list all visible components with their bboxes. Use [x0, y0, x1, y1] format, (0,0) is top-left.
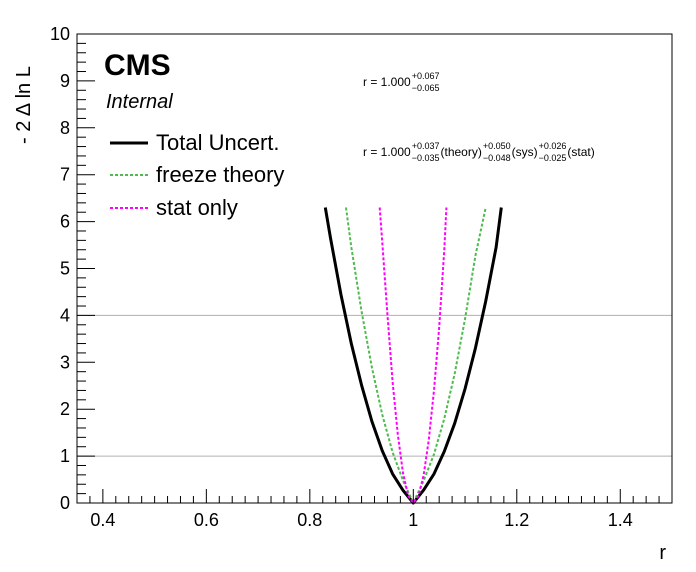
x-tick-labels: 0.4 0.6 0.8 1 1.2 1.4: [90, 510, 632, 530]
annotation-superscript: +0.067: [412, 71, 440, 81]
legend-label: Total Uncert.: [156, 130, 280, 155]
legend: Total Uncert. freeze theory stat only: [110, 130, 284, 220]
annotation-subscript: −0.065: [412, 83, 440, 93]
y-tick-label: 4: [60, 305, 70, 325]
y-tick-label: 8: [60, 118, 70, 138]
y-tick-label: 10: [50, 24, 70, 44]
y-axis-label: - 2 Δ ln L: [13, 66, 35, 144]
y-tick-label: 1: [60, 446, 70, 466]
annotation-superscript: +0.026: [539, 141, 567, 151]
annotation-subscript: −0.048: [483, 153, 511, 163]
annotation-text: r = 1.000: [363, 145, 411, 159]
y-tick-label: 7: [60, 165, 70, 185]
series-line-stat-only: [378, 207, 448, 504]
status-label: Internal: [106, 91, 173, 113]
legend-label: stat only: [156, 195, 238, 220]
annotation-subscript: −0.025: [539, 153, 567, 163]
experiment-label: CMS: [104, 49, 171, 82]
y-tick-label: 3: [60, 352, 70, 372]
y-tick-label: 5: [60, 259, 70, 279]
x-tick-label: 1: [408, 510, 418, 530]
y-tick-label: 2: [60, 399, 70, 419]
y-tick-label: 6: [60, 212, 70, 232]
annotation-text: (sys): [512, 145, 538, 159]
annotation-superscript: +0.037: [412, 141, 440, 151]
annotation-text: r = 1.000: [363, 75, 411, 89]
axis-ticks: [76, 33, 673, 504]
y-tick-label: 9: [60, 71, 70, 91]
y-tick-labels: 0 1 2 3 4 5 6 7 8 9 10: [50, 24, 70, 513]
series-line-freeze-theory: [345, 207, 487, 504]
x-tick-label: 0.8: [297, 510, 322, 530]
annotation-subscript: −0.035: [412, 153, 440, 163]
annotation-text: (stat): [567, 145, 594, 159]
x-tick-label: 0.4: [90, 510, 115, 530]
x-axis-label: r: [659, 542, 666, 564]
annotation-total: r = 1.000 +0.067 −0.065: [363, 71, 439, 93]
legend-label: freeze theory: [156, 162, 284, 187]
x-tick-label: 1.2: [504, 510, 529, 530]
annotation-breakdown: r = 1.000 +0.037 −0.035 (theory) +0.050 −0.04…: [363, 141, 595, 163]
annotation-text: (theory): [440, 145, 481, 159]
x-tick-label: 1.4: [608, 510, 633, 530]
annotation-superscript: +0.050: [483, 141, 511, 151]
y-tick-label: 0: [60, 493, 70, 513]
reference-lines: [77, 314, 672, 457]
x-tick-label: 0.6: [194, 510, 219, 530]
